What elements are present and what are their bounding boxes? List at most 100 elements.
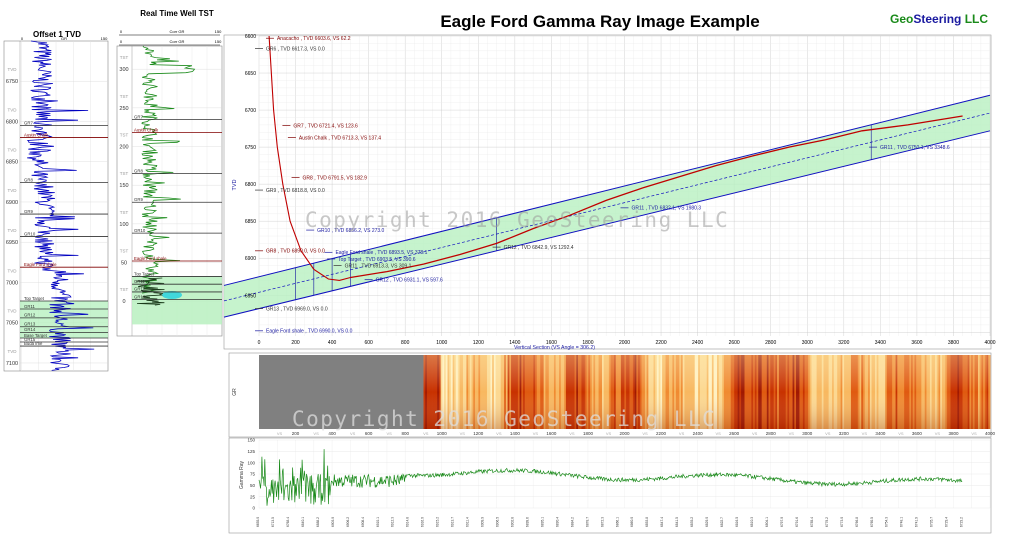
- offset-marker-label: GR14: [24, 327, 36, 332]
- brand-llc: LLC: [961, 12, 988, 26]
- rt-target-zone: [132, 276, 222, 325]
- gamma-depth-label: 6853.8: [645, 517, 649, 527]
- rt-marker-label: GR12: [134, 287, 146, 292]
- gamma-depth-label: 6723.2: [960, 517, 964, 527]
- rt-marker-label: GR9: [134, 197, 143, 202]
- image-vs-label: VS: [679, 431, 685, 436]
- rt-gr-curve: [141, 45, 196, 294]
- section-pick-label: Eagle Ford shale , TVD 6893.5, VS 378.1: [335, 250, 427, 256]
- copyright-watermark-2: Copyright 2016 GeoSteering LLC: [292, 407, 716, 431]
- offset-tick-label: 7050: [6, 321, 18, 327]
- offset-tvd-label: TVD: [8, 309, 18, 314]
- gamma-ray-panel: 0 25 50 75 100 125 150 Gamma Ray 6655.0 6713.5 676…: [228, 438, 992, 534]
- image-x-tick: 2600: [729, 431, 740, 436]
- section-x-tick: 800: [401, 340, 410, 346]
- copyright-watermark-1: Copyright 2016 GeoSteering LLC: [305, 208, 729, 232]
- image-x-tick: 2200: [656, 431, 667, 436]
- image-x-tick: 3400: [875, 431, 886, 436]
- image-x-tick: 2400: [693, 431, 704, 436]
- image-y-label: GR: [232, 388, 238, 396]
- section-x-tick: 1400: [509, 340, 520, 346]
- gamma-depth-label: 6797.9: [780, 517, 784, 527]
- image-vs-label: VS: [971, 431, 977, 436]
- section-x-tick: 3200: [838, 340, 849, 346]
- section-pick-label: GR12 , TVD 6842.9, VS 1292.4: [504, 245, 574, 251]
- offset-tick-label: 6850: [6, 160, 18, 166]
- gamma-depth-label: 6655.0: [256, 517, 260, 527]
- offset-scale-max: 150: [101, 36, 108, 41]
- offset-tick-label: 6900: [6, 200, 18, 206]
- image-x-tick: 3000: [802, 431, 813, 436]
- section-x-tick: 400: [328, 340, 337, 346]
- rt-tst-label: TST: [120, 249, 129, 254]
- image-x-tick: 1400: [510, 431, 521, 436]
- image-vs-label: VS: [825, 431, 831, 436]
- gamma-depth-label: 6735.7: [930, 517, 934, 527]
- image-x-tick: 2800: [766, 431, 777, 436]
- gamma-depth-label: 6910.1: [376, 517, 380, 527]
- section-x-tick: 2600: [729, 340, 740, 346]
- gamma-depth-label: 6840.1: [301, 517, 305, 527]
- image-x-tick: 800: [401, 431, 409, 436]
- section-pick-label: GR8 , TVD 6890.0, VS 0.0: [266, 249, 325, 255]
- image-x-tick: 400: [328, 431, 336, 436]
- brand-steering: Steering: [913, 12, 961, 26]
- gamma-depth-label: 6804.1: [765, 517, 769, 527]
- rt-marker-label: GR13: [134, 294, 146, 299]
- gamma-y-label: Gamma Ray: [239, 460, 245, 489]
- section-y-tick: 6900: [245, 256, 256, 262]
- rt-scale2-max: 150: [215, 39, 222, 44]
- gamma-depth-label: 6915.2: [436, 517, 440, 527]
- gamma-depth-label: 6835.2: [690, 517, 694, 527]
- gamma-curve: [258, 449, 963, 506]
- gamma-depth-label: 6899.6: [526, 517, 530, 527]
- section-x-tick: 2800: [765, 340, 776, 346]
- gamma-depth-label: 6903.9: [331, 517, 335, 527]
- gamma-depth-label: 6911.4: [466, 517, 470, 527]
- image-vs-label: VS: [533, 431, 539, 436]
- image-shading: [423, 355, 991, 429]
- offset-marker-label: GR9: [24, 209, 33, 214]
- gamma-depth-label: 6872.3: [600, 517, 604, 527]
- offset-tick-label: 6800: [6, 119, 18, 125]
- rt-marker-label: Eagle Ford shale: [134, 256, 167, 261]
- rt-tick-label: 50: [121, 261, 127, 267]
- section-y-tick: 6600: [245, 34, 256, 40]
- offset-title: Offset 1 TVD: [33, 30, 81, 39]
- section-pick-label: Eagle Ford shale , TVD 6990.0, VS 0.0: [266, 329, 353, 335]
- section-x-tick: 2000: [619, 340, 630, 346]
- section-x-tick: 0: [258, 340, 261, 346]
- section-pick-label: GR7 , TVD 6721.4, VS 123.6: [293, 123, 358, 129]
- image-vs-label: VS: [862, 431, 868, 436]
- offset-marker-label: Base Target: [24, 333, 48, 338]
- image-x-tick: 2000: [619, 431, 630, 436]
- section-pick-label: GR12 , TVD 6931.1, VS 597.6: [376, 278, 443, 284]
- section-y-tick: 6700: [245, 108, 256, 114]
- real-time-tst-panel: Real Time Well TST 0 Corr GR 150 0 Corr GR 15…: [116, 9, 223, 337]
- gamma-depth-label: 6779.2: [825, 517, 829, 527]
- image-vs-label: VS: [789, 431, 795, 436]
- gamma-y-tick: 100: [247, 460, 255, 465]
- gamma-depth-label: 6895.1: [540, 517, 544, 527]
- image-vs-label: VS: [313, 431, 319, 436]
- gamma-depth-label: 6912.3: [391, 517, 395, 527]
- section-y-tick: 6750: [245, 145, 256, 151]
- rt-tst-label: TST: [120, 55, 129, 60]
- gamma-depth-label: 6773.0: [840, 517, 844, 527]
- gamma-depth-label: 6906.2: [346, 517, 350, 527]
- section-x-tick: 1000: [436, 340, 447, 346]
- offset-gr-curve: [26, 40, 95, 371]
- rt-gr-curve-target: [136, 277, 165, 306]
- gamma-depth-label: 6847.4: [660, 517, 664, 527]
- section-y-tick: 6650: [245, 71, 256, 77]
- image-vs-label: VS: [277, 431, 283, 436]
- offset-tvd-label: TVD: [8, 228, 18, 233]
- image-vs-label: VS: [423, 431, 429, 436]
- rt-scale1-max: 150: [215, 29, 222, 34]
- vertical-section-panel: Anacacho , TVD 6603.6, VS 62.2 GR6 , TVD …: [223, 34, 996, 351]
- image-x-tick: 200: [292, 431, 300, 436]
- offset-tvd-label: TVD: [8, 148, 18, 153]
- section-x-label: Vertical Section (VS Angle = 306.2): [514, 345, 595, 351]
- offset-marker-label: GR7: [24, 120, 33, 125]
- brand-logo: GeoSteering LLC: [890, 12, 988, 26]
